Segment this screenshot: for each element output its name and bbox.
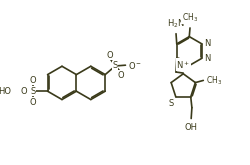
Text: N$^+$: N$^+$ <box>176 59 190 71</box>
Text: N: N <box>204 39 210 48</box>
Text: H$_2$N: H$_2$N <box>167 18 185 30</box>
Text: CH$_3$: CH$_3$ <box>206 74 222 87</box>
Text: O: O <box>118 71 124 80</box>
Text: O: O <box>20 87 27 96</box>
Text: O: O <box>30 76 36 85</box>
Text: N: N <box>204 53 210 63</box>
Text: S: S <box>169 99 174 108</box>
Text: S: S <box>30 87 36 96</box>
Text: S: S <box>113 61 118 70</box>
Text: OH: OH <box>185 123 198 132</box>
Text: HO: HO <box>0 87 11 96</box>
Text: O: O <box>30 98 36 107</box>
Text: O$^-$: O$^-$ <box>128 60 142 71</box>
Text: O: O <box>106 50 113 60</box>
Text: CH$_3$: CH$_3$ <box>182 11 198 24</box>
